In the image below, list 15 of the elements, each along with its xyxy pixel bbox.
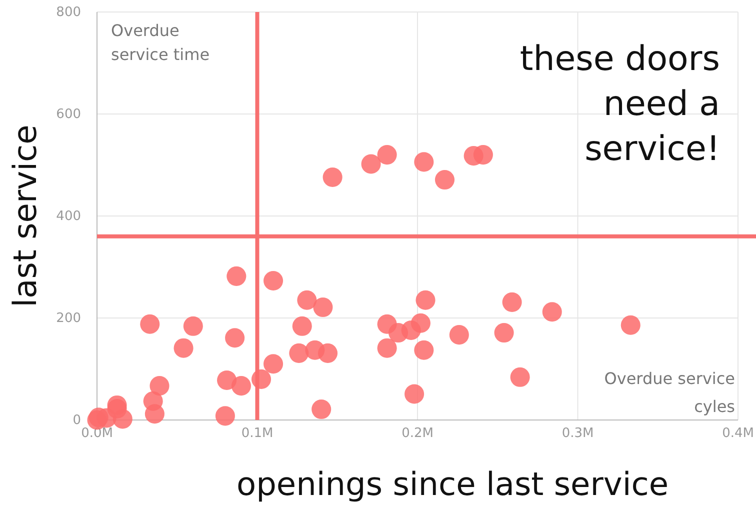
x-tick-label: 0.3M bbox=[562, 426, 594, 442]
y-tick-label: 0 bbox=[72, 413, 81, 428]
y-tick-label: 200 bbox=[56, 311, 81, 326]
x-axis-title: openings since last service bbox=[236, 465, 668, 503]
y-tick-label: 800 bbox=[56, 5, 81, 20]
annotation: Overdue service cyles bbox=[604, 369, 735, 416]
x-tick-label: 0.0M bbox=[81, 426, 113, 442]
y-tick-label: 400 bbox=[56, 209, 81, 224]
y-tick-label: 600 bbox=[56, 107, 81, 122]
y-axis-title: last service bbox=[6, 124, 44, 308]
x-tick-label: 0.2M bbox=[402, 426, 434, 442]
annotation: these doors need a service! bbox=[520, 39, 720, 169]
x-tick-label: 0.1M bbox=[241, 426, 274, 442]
x-tick-label: 0.4M bbox=[722, 426, 754, 442]
annotation: Overdue service time bbox=[111, 21, 210, 64]
